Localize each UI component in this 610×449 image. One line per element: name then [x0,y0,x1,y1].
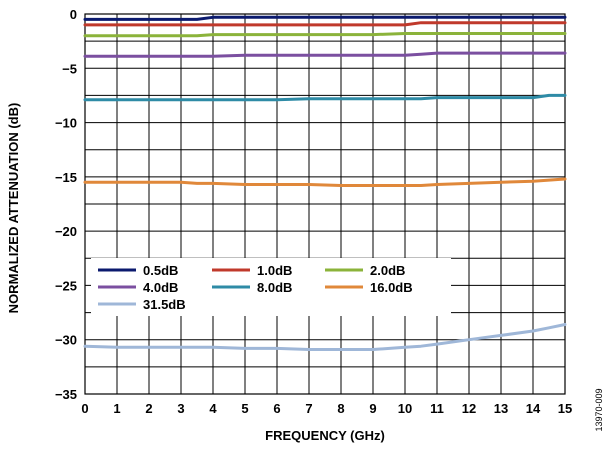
y-tick-label: −20 [55,224,77,239]
series-line-16.0dB [83,177,567,187]
x-tick-label: 6 [273,401,280,416]
x-tick-labels: 0 1 2 3 4 5 6 7 8 9 10 11 12 13 14 15 [81,401,572,416]
x-tick-label: 1 [113,401,120,416]
x-tick-label: 12 [462,401,476,416]
grid [84,13,566,395]
legend-label: 31.5dB [143,297,186,312]
y-tick-label: −35 [55,387,77,402]
x-tick-label: 15 [558,401,572,416]
x-tick-label: 14 [526,401,541,416]
series-line-31.5dB [83,323,567,351]
x-tick-label: 5 [241,401,248,416]
series-line-4.0dB [83,51,567,58]
x-tick-label: 2 [145,401,152,416]
x-tick-label: 10 [398,401,412,416]
x-tick-label: 0 [81,401,88,416]
y-tick-label: −5 [62,61,77,76]
y-tick-label: −10 [55,116,77,131]
legend: 0.5dB 1.0dB 2.0dB 4.0dB 8.0dB 16.0dB 31.5dB [98,263,413,312]
series-lines [83,15,567,351]
figure-id: 13970-009 [594,388,604,431]
legend-label: 4.0dB [143,280,178,295]
x-tick-label: 3 [177,401,184,416]
x-tick-label: 8 [337,401,344,416]
series-line-8.0dB [83,93,567,102]
series-line-1.0dB [83,21,567,27]
x-tick-label: 13 [494,401,508,416]
y-axis-title: NORMALIZED ATTENUATION (dB) [6,103,21,314]
legend-label: 16.0dB [370,280,413,295]
legend-label: 0.5dB [143,263,178,278]
y-tick-label: −15 [55,170,77,185]
x-tick-label: 4 [209,401,217,416]
legend-label: 2.0dB [370,263,405,278]
legend-background [91,258,451,316]
x-tick-label: 11 [430,401,444,416]
x-tick-label: 7 [305,401,312,416]
y-tick-labels: 0 −5 −10 −15 −20 −25 −30 −35 [55,7,77,402]
y-tick-label: −30 [55,333,77,348]
x-tick-label: 9 [369,401,376,416]
plot-frame [84,13,566,395]
y-tick-label: −25 [55,278,77,293]
x-axis-title: FREQUENCY (GHz) [265,428,385,443]
y-tick-label: 0 [70,7,77,22]
legend-label: 1.0dB [257,263,292,278]
series-line-0.5dB [83,15,567,21]
legend-label: 8.0dB [257,280,292,295]
series-line-2.0dB [83,32,567,38]
